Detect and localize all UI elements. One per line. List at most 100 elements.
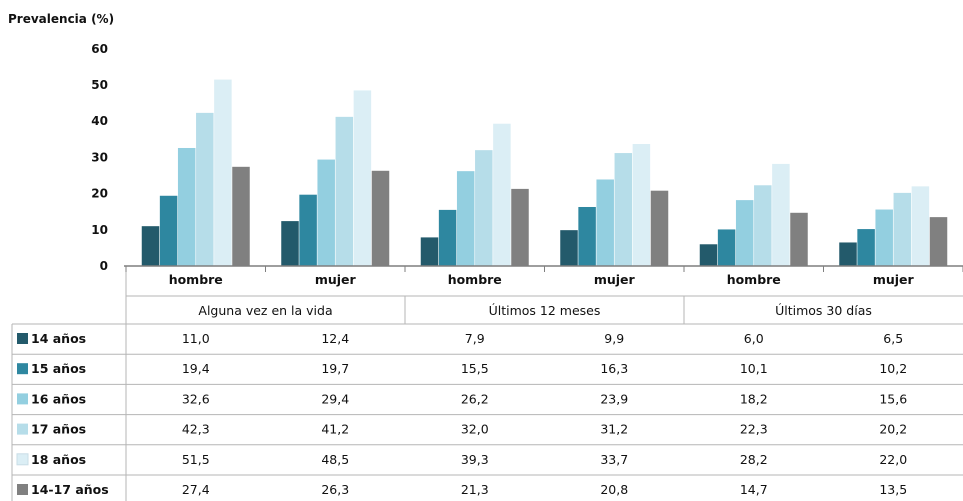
legend-label: 18 años [31,452,86,467]
bar [475,150,493,266]
bar [875,209,893,266]
category-label: mujer [315,272,357,287]
table-cell: 7,9 [465,331,485,346]
group-label: Últimos 30 días [775,303,872,318]
table-cell: 33,7 [600,452,628,467]
y-tick-label: 0 [100,259,108,273]
bar [493,123,511,266]
bar [929,217,948,266]
bar [299,194,317,266]
bar [857,229,875,266]
legend-swatch [17,333,28,344]
table-cell: 15,6 [879,391,907,406]
category-label: mujer [873,272,915,287]
bar [214,79,232,266]
bar [650,190,669,266]
bar [614,153,633,266]
table-cell: 12,4 [321,331,349,346]
table-cell: 9,9 [604,331,624,346]
table-cell: 14,7 [740,482,768,497]
table-cell: 16,3 [600,361,628,376]
bar [560,230,578,266]
legend-swatch [16,453,29,466]
legend-swatch [17,484,28,495]
category-label: mujer [594,272,636,287]
bar [141,226,160,266]
bar [317,159,335,266]
y-tick-label: 20 [91,187,108,201]
bar [754,185,772,266]
y-tick-label: 40 [91,114,108,128]
table-cell: 20,8 [600,482,628,497]
bar [281,221,299,266]
legend-swatch [17,423,28,435]
bar [371,170,390,266]
table-cell: 27,4 [182,482,210,497]
y-tick-label: 30 [91,150,108,164]
y-tick-label: 50 [91,78,108,92]
table-cell: 6,5 [883,331,903,346]
bar [839,242,857,266]
legend-label: 16 años [31,391,86,406]
table-cell: 19,7 [321,361,349,376]
group-label: Alguna vez en la vida [198,303,332,318]
bar [196,112,214,267]
bar [699,244,718,266]
table-cell: 10,2 [879,361,907,376]
table-cell: 10,1 [740,361,768,376]
table-cell: 39,3 [461,452,489,467]
bar [578,206,596,266]
bar [353,90,372,267]
table-cell: 31,2 [600,422,628,437]
table-cell: 13,5 [879,482,907,497]
bar [596,179,614,266]
table-cell: 20,2 [879,422,907,437]
table-cell: 19,4 [182,361,210,376]
table-cell: 29,4 [321,391,349,406]
table-cell: 15,5 [461,361,489,376]
table-cell: 41,2 [321,422,349,437]
category-label: hombre [448,272,502,287]
bar [911,186,930,266]
bar [177,147,196,266]
bars [141,79,948,267]
table-cell: 6,0 [744,331,764,346]
y-axis-label: Prevalencia (%) [8,12,115,26]
group-label: Últimos 12 meses [489,303,601,318]
bar [511,188,529,266]
table-cell: 51,5 [182,452,210,467]
table-cell: 32,0 [461,422,489,437]
bar [456,171,475,266]
table-cell: 48,5 [321,452,349,467]
y-tick-label: 10 [91,223,108,237]
category-label: hombre [727,272,781,287]
category-label: hombre [169,272,223,287]
table-cell: 11,0 [182,331,210,346]
bar [735,200,754,266]
bar [335,116,354,266]
axes: hombre mujer hombre mujer hombre mujer Alguna … [124,265,963,318]
bar [790,212,808,266]
bar [232,166,250,266]
table-cell: 28,2 [740,452,768,467]
legend-label: 17 años [31,422,86,437]
bar [420,237,439,266]
bar [772,163,790,266]
table-cell: 42,3 [182,422,210,437]
bar [717,229,736,266]
bar [632,144,651,266]
table-cell: 18,2 [740,391,768,406]
legend-label: 14 años [31,331,86,346]
table-cell: 32,6 [182,391,210,406]
table-cell: 23,9 [600,391,628,406]
table-cell: 22,3 [740,422,768,437]
legend-label: 14-17 años [31,482,109,497]
y-tick-label: 60 [91,42,108,56]
table-cell: 26,3 [321,482,349,497]
legend-label: 15 años [31,361,86,376]
legend-swatch [17,363,28,375]
y-ticks: 0 10 20 30 40 50 60 [91,42,108,273]
data-table: 14 años 11,0 12,4 7,9 9,9 6,0 6,5 15 años 19,4 19… [11,272,963,501]
table-cell: 22,0 [879,452,907,467]
